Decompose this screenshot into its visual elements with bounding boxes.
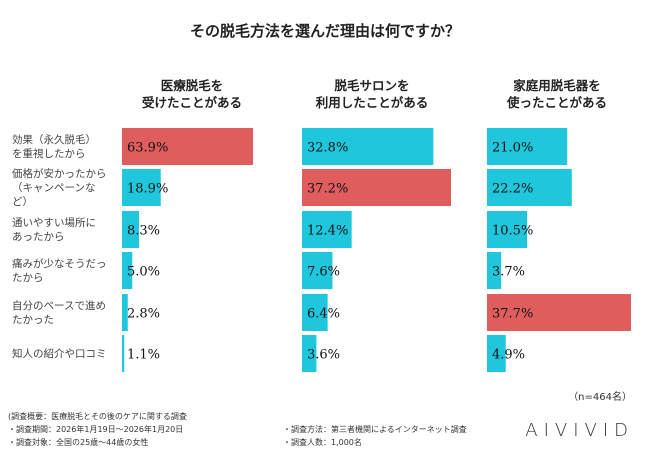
data-label: 3.6% xyxy=(307,348,340,363)
bar xyxy=(302,294,328,331)
bar xyxy=(122,128,253,165)
data-label: 22.2% xyxy=(492,182,533,197)
bar xyxy=(487,252,502,289)
category-label-line: あったから xyxy=(12,230,65,243)
data-label: 7.6% xyxy=(307,265,340,280)
series-header-line: 脱毛サロンを xyxy=(334,78,410,93)
category-label-line: ど） xyxy=(12,195,33,208)
series-header-line: 受けたことがある xyxy=(141,95,242,110)
data-label: 3.7% xyxy=(492,265,525,280)
bar xyxy=(302,335,317,372)
bar xyxy=(487,211,528,248)
category-label-line: （キャンペーンな xyxy=(12,181,96,194)
category-label-line: 通いやすい場所に xyxy=(12,216,96,229)
data-label: 6.4% xyxy=(307,307,340,322)
bar xyxy=(122,294,128,331)
category-label-line: 痛みが少なそうだっ xyxy=(12,257,107,270)
bar xyxy=(487,294,631,331)
bar xyxy=(302,252,333,289)
data-label: 37.7% xyxy=(492,307,533,322)
data-label: 5.0% xyxy=(127,265,160,280)
category-label: 通いやすい場所に あったから xyxy=(12,216,120,244)
data-label: 18.9% xyxy=(127,182,168,197)
category-label-line: を重視したから xyxy=(12,147,86,160)
chart-title: その脱毛方法を選んだ理由は何ですか？ xyxy=(189,22,460,40)
survey-summary: (調査概要：医療脱毛とその後のケアに関する調査 xyxy=(8,412,187,421)
category-label: 痛みが少なそうだっ たから xyxy=(12,257,120,285)
series-header-line: 家庭用脱毛器を xyxy=(513,78,601,93)
series-header: 医療脱毛を受けたことがある xyxy=(107,77,277,111)
category-label-line: たから xyxy=(12,271,44,284)
bar xyxy=(302,128,434,165)
bar xyxy=(122,211,140,248)
survey-period: ・調査期間：2026年1月19日〜2026年1月20日 xyxy=(8,425,184,434)
category-label: 価格が安かったから （キャンペーンな ど） xyxy=(12,167,120,209)
category-label-line: 自分のペースで進め xyxy=(12,299,106,312)
sample-size: （n=464名） xyxy=(568,392,632,403)
survey-method: ・調査方法：第三者機関によるインターネット調査 xyxy=(283,425,467,434)
data-label: 63.9% xyxy=(127,141,168,156)
data-label: 32.8% xyxy=(307,141,348,156)
bar xyxy=(487,335,506,372)
bar xyxy=(122,335,125,372)
data-label: 8.3% xyxy=(127,224,160,239)
bar xyxy=(302,211,352,248)
category-label-line: 効果（永久脱毛） xyxy=(12,133,96,146)
series-header: 家庭用脱毛器を 使ったことがある xyxy=(472,77,642,111)
data-label: 37.2% xyxy=(307,182,348,197)
bar xyxy=(487,169,572,206)
data-label: 2.8% xyxy=(127,307,160,322)
series-header-line: 利用したことがある xyxy=(315,95,429,110)
category-label-line: たかった xyxy=(12,313,54,326)
data-label: 10.5% xyxy=(492,224,533,239)
series-header-line: 使ったことがある xyxy=(506,95,607,110)
survey-target: ・調査対象：全国の25歳〜44歳の女性 xyxy=(8,438,149,447)
series-header-line: 医療脱毛を xyxy=(160,78,224,93)
bar xyxy=(122,252,133,289)
category-label-line: 知人の紹介や口コミ xyxy=(12,347,107,360)
bar xyxy=(122,169,161,206)
data-label: 12.4% xyxy=(307,224,348,239)
category-label: 知人の紹介や口コミ xyxy=(12,347,120,361)
bar xyxy=(487,128,568,165)
series-header: 脱毛サロンを利用したことがある xyxy=(287,77,457,111)
logo: AIVIVID xyxy=(525,420,634,441)
bar xyxy=(302,169,451,206)
survey-count: ・調査人数：1,000名 xyxy=(283,438,362,447)
category-label-line: 価格が安かったから xyxy=(12,167,107,180)
category-label: 効果（永久脱毛） を重視したから xyxy=(12,133,120,161)
data-label: 1.1% xyxy=(127,348,160,363)
data-label: 21.0% xyxy=(492,141,533,156)
data-label: 4.9% xyxy=(492,348,525,363)
category-label: 自分のペースで進め たかった xyxy=(12,299,120,327)
